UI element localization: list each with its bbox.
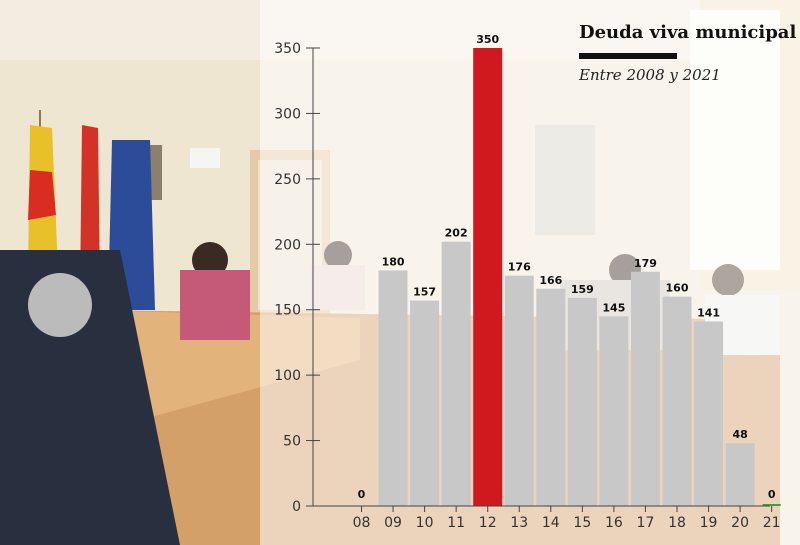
y-tick-label-250: 250 [274,172,301,188]
data-label-17: 179 [634,257,657,270]
y-tick-label-150: 150 [274,303,301,319]
data-label-10: 157 [413,286,436,299]
x-tick-label-15: 15 [573,515,591,531]
x-tick-label-08: 08 [353,515,371,531]
x-tick-label-21: 21 [763,515,781,531]
chart-subtitle: Entre 2008 y 2021 [579,66,721,84]
x-tick-label-18: 18 [668,515,686,531]
x-tick-label-13: 13 [510,515,528,531]
x-tick-label-19: 19 [700,515,718,531]
x-tick-label-20: 20 [731,515,749,531]
data-label-20: 48 [732,428,747,441]
chart-title: Deuda viva municipal [579,22,797,43]
bar-18 [662,296,692,506]
bars-layer [378,48,781,506]
bar-12 [473,48,503,506]
data-label-13: 176 [508,261,531,274]
x-tick-label-14: 14 [542,515,560,531]
data-label-11: 202 [445,227,468,240]
data-label-08: 0 [358,488,366,501]
x-tick-label-16: 16 [605,515,623,531]
data-label-14: 166 [539,274,562,287]
labels-layer: 0 180 157 202 350 176 166 159 145 179 160 141 48 0 [358,33,776,501]
bar-19 [694,321,724,506]
bar-20 [725,443,755,506]
x-tick-label-11: 11 [447,515,465,531]
y-tick-label-100: 100 [274,368,301,384]
data-label-18: 160 [666,282,689,295]
y-tick-label-50: 50 [283,434,301,450]
data-label-21: 0 [768,488,776,501]
bar-15 [567,297,597,506]
data-label-15: 159 [571,283,594,296]
zero-marker-21 [762,504,781,506]
bar-14 [536,288,566,506]
y-tick-label-200: 200 [274,237,301,253]
x-tick-label-12: 12 [479,515,497,531]
data-label-19: 141 [697,306,720,319]
y-tick-label-300: 300 [274,106,301,122]
x-tick-label-10: 10 [416,515,434,531]
bar-11 [441,241,471,506]
data-label-16: 145 [602,301,625,314]
y-tick-label-0: 0 [292,499,301,515]
y-tick-label-350: 350 [274,41,301,57]
data-label-12: 350 [476,33,499,46]
bar-09 [378,270,408,506]
bar-10 [410,300,440,506]
bar-13 [504,275,534,506]
title-underline [579,53,677,59]
x-tick-label-09: 09 [384,515,402,531]
x-tick-label-17: 17 [637,515,655,531]
bar-17 [630,271,660,506]
data-label-09: 180 [382,255,405,268]
bar-16 [599,316,629,506]
